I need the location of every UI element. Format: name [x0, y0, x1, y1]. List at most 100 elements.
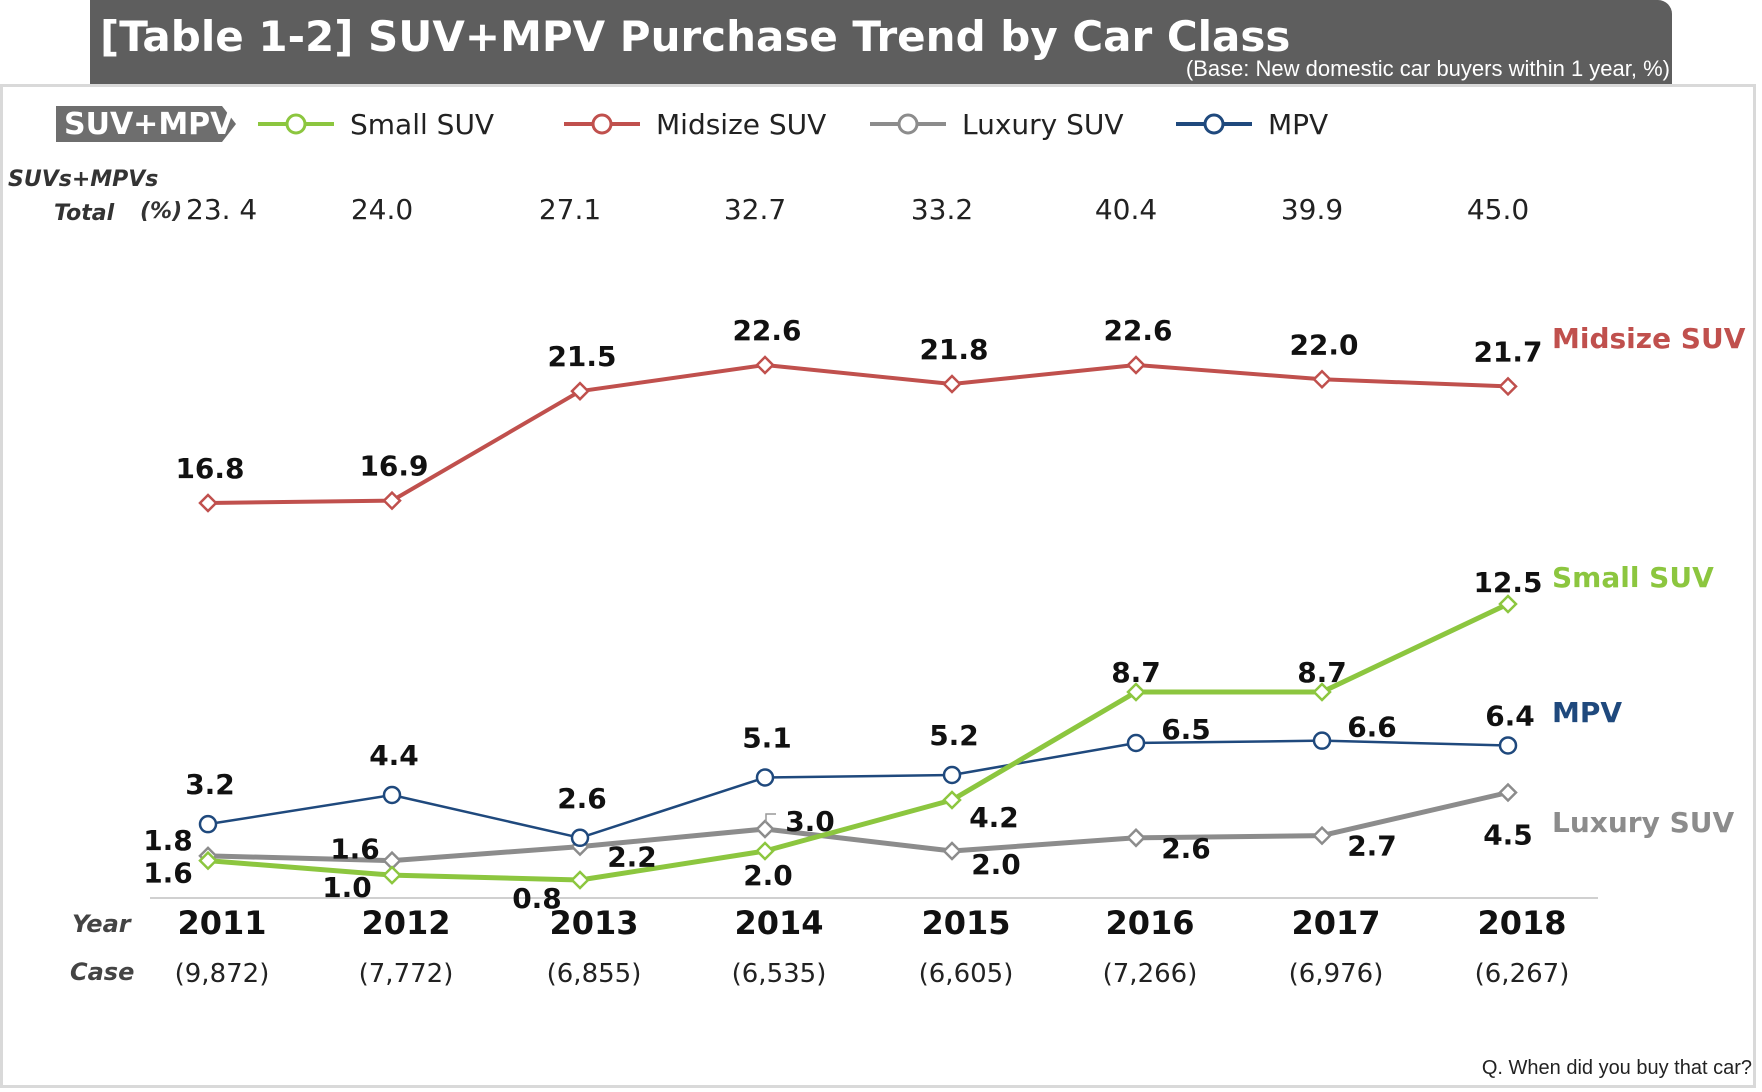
midsize-series-line — [207, 363, 1509, 505]
midsize-value-label: 16.8 — [175, 452, 244, 485]
luxury-point — [755, 819, 775, 839]
luxury-value-label: 2.6 — [1161, 832, 1211, 865]
mpv-value-label: 6.5 — [1161, 713, 1211, 746]
mpv-point — [1126, 733, 1146, 753]
total-value: 32.7 — [724, 193, 786, 226]
case-count: (6,267) — [1475, 959, 1570, 989]
luxury-value-label: 3.0 — [785, 805, 835, 838]
case-count: (9,872) — [175, 959, 270, 989]
legend-midsize-suv-label: Midsize SUV — [656, 108, 826, 141]
mpv-point — [1498, 736, 1518, 755]
small-point — [1498, 594, 1518, 614]
mpv-point — [1312, 731, 1332, 750]
mpv-value-label: 5.2 — [929, 719, 979, 752]
case-count: (7,266) — [1103, 959, 1198, 989]
x-tick-label: 2012 — [361, 904, 450, 942]
mpv-point — [382, 785, 402, 805]
mpv-value-label: 6.6 — [1347, 711, 1397, 744]
question-note: Q. When did you buy that car? — [1481, 1057, 1752, 1079]
legend-luxury-suv-label: Luxury SUV — [962, 108, 1124, 141]
small-value-label: 2.0 — [743, 859, 793, 892]
case-row-label: Case — [70, 958, 134, 986]
legend-small-suv-label: Small SUV — [350, 108, 494, 141]
midsize-point — [1126, 355, 1146, 375]
legend-mpv-label: MPV — [1268, 108, 1328, 141]
mpv-series-line — [207, 739, 1509, 840]
midsize-value-label: 22.6 — [1103, 314, 1172, 347]
legend-small-suv-marker — [285, 113, 307, 135]
base-note: (Base: New domestic car buyers within 1 … — [1185, 56, 1670, 81]
mpv-point — [942, 765, 962, 785]
mpv-value-label: 5.1 — [742, 722, 792, 755]
small-point — [1126, 682, 1146, 702]
mpv-point — [570, 828, 590, 848]
small-point — [382, 865, 402, 885]
mpv-value-label: 6.4 — [1485, 699, 1535, 732]
mpv-value-label: 2.6 — [557, 782, 607, 815]
small-value-label: 12.5 — [1473, 566, 1542, 599]
midsize-value-label: 22.6 — [732, 314, 801, 347]
x-tick-label: 2015 — [921, 904, 1010, 942]
total-value: 24.0 — [351, 193, 413, 226]
midsize-value-label: 21.5 — [547, 340, 616, 373]
small-point — [1312, 682, 1332, 702]
case-count: (7,772) — [359, 959, 454, 989]
small-end-label: Small SUV — [1552, 561, 1714, 594]
total-value: 33.2 — [911, 193, 973, 226]
midsize-point — [755, 355, 775, 375]
luxury-value-label: 2.7 — [1347, 830, 1397, 863]
totals-label-line2: Total — [54, 201, 115, 226]
total-value: 39.9 — [1281, 193, 1343, 226]
small-point — [942, 790, 962, 810]
small-value-label: 8.7 — [1111, 656, 1161, 689]
luxury-leader-line — [765, 813, 776, 823]
x-tick-label: 2011 — [177, 904, 266, 942]
luxury-value-label: 4.5 — [1483, 819, 1533, 852]
x-tick-label: 2017 — [1291, 904, 1380, 942]
total-value: 45.0 — [1467, 193, 1529, 226]
luxury-point — [1312, 825, 1332, 846]
totals-label-line1: SUVs+MPVs — [8, 167, 158, 192]
x-tick-label: 2014 — [734, 904, 823, 942]
case-count: (6,855) — [547, 959, 642, 989]
midsize-end-label: Midsize SUV — [1552, 322, 1746, 355]
luxury-value-label: 1.6 — [330, 833, 380, 866]
small-point — [570, 870, 590, 890]
total-value: 23. 4 — [186, 193, 257, 226]
totals-unit: (%) — [140, 199, 182, 224]
legend-tag-label: SUV+MPV — [64, 107, 234, 142]
midsize-point — [1498, 376, 1518, 397]
luxury-series-line — [207, 790, 1509, 864]
luxury-point — [942, 841, 962, 861]
x-tick-label: 2013 — [549, 904, 638, 942]
case-count: (6,605) — [919, 959, 1014, 989]
small-series-line — [207, 601, 1510, 883]
small-value-label: 1.0 — [322, 871, 372, 904]
small-value-label: 1.6 — [143, 857, 193, 890]
midsize-point — [1312, 369, 1332, 390]
chart-frame — [0, 84, 1756, 1088]
mpv-point — [755, 768, 775, 787]
luxury-value-label: 2.0 — [971, 848, 1021, 881]
mpv-point — [198, 814, 218, 834]
luxury-value-label: 1.8 — [143, 824, 193, 857]
small-point — [755, 841, 775, 861]
luxury-point — [1498, 782, 1518, 803]
title-bar — [90, 0, 1672, 84]
case-count: (6,535) — [732, 959, 827, 989]
legend-tag-shape — [56, 106, 236, 142]
total-value: 40.4 — [1095, 193, 1157, 226]
small-point — [198, 850, 218, 871]
midsize-point — [198, 493, 218, 513]
small-value-label: 0.8 — [512, 882, 562, 915]
luxury-end-label: Luxury SUV — [1552, 806, 1734, 839]
midsize-value-label: 21.8 — [919, 333, 988, 366]
midsize-point — [382, 490, 402, 511]
midsize-value-label: 22.0 — [1289, 328, 1358, 361]
case-count: (6,976) — [1289, 959, 1384, 989]
page-title: [Table 1-2] SUV+MPV Purchase Trend by Ca… — [100, 12, 1291, 61]
legend-midsize-suv-marker — [591, 113, 613, 135]
year-row-label: Year — [72, 910, 133, 938]
small-value-label: 8.7 — [1297, 656, 1347, 689]
